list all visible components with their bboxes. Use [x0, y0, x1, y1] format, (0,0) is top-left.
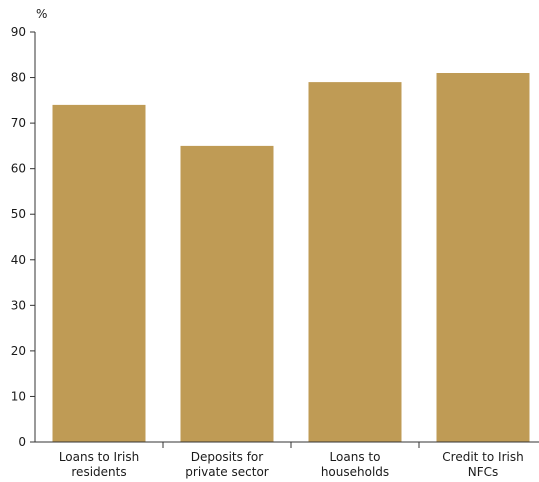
y-tick-label: 60 [11, 162, 26, 176]
category-label: Credit to Irish [442, 450, 523, 464]
y-tick-label: 80 [11, 71, 26, 85]
category-label: NFCs [468, 465, 499, 479]
category-label: Loans to [330, 450, 381, 464]
y-tick-label: 90 [11, 25, 26, 39]
y-tick-label: 50 [11, 207, 26, 221]
y-tick-label: 0 [18, 435, 26, 449]
y-tick-label: 70 [11, 116, 26, 130]
category-label: Deposits for [191, 450, 264, 464]
y-tick-label: 20 [11, 344, 26, 358]
category-label: residents [71, 465, 126, 479]
category-label: Loans to Irish [59, 450, 139, 464]
y-axis-ticks: 0 10 20 30 40 50 60 70 80 90 [11, 25, 35, 449]
category-label: households [321, 465, 389, 479]
y-tick-label: 30 [11, 298, 26, 312]
bar-2 [308, 82, 402, 442]
bar-0 [52, 104, 146, 442]
bar-3 [436, 73, 530, 442]
x-axis-ticks [162, 442, 420, 448]
bars-group [52, 73, 530, 442]
y-unit-label: % [36, 7, 47, 21]
y-tick-label: 10 [11, 389, 26, 403]
y-tick-label: 40 [11, 253, 26, 267]
category-label: private sector [185, 465, 269, 479]
bar-1 [180, 145, 274, 442]
